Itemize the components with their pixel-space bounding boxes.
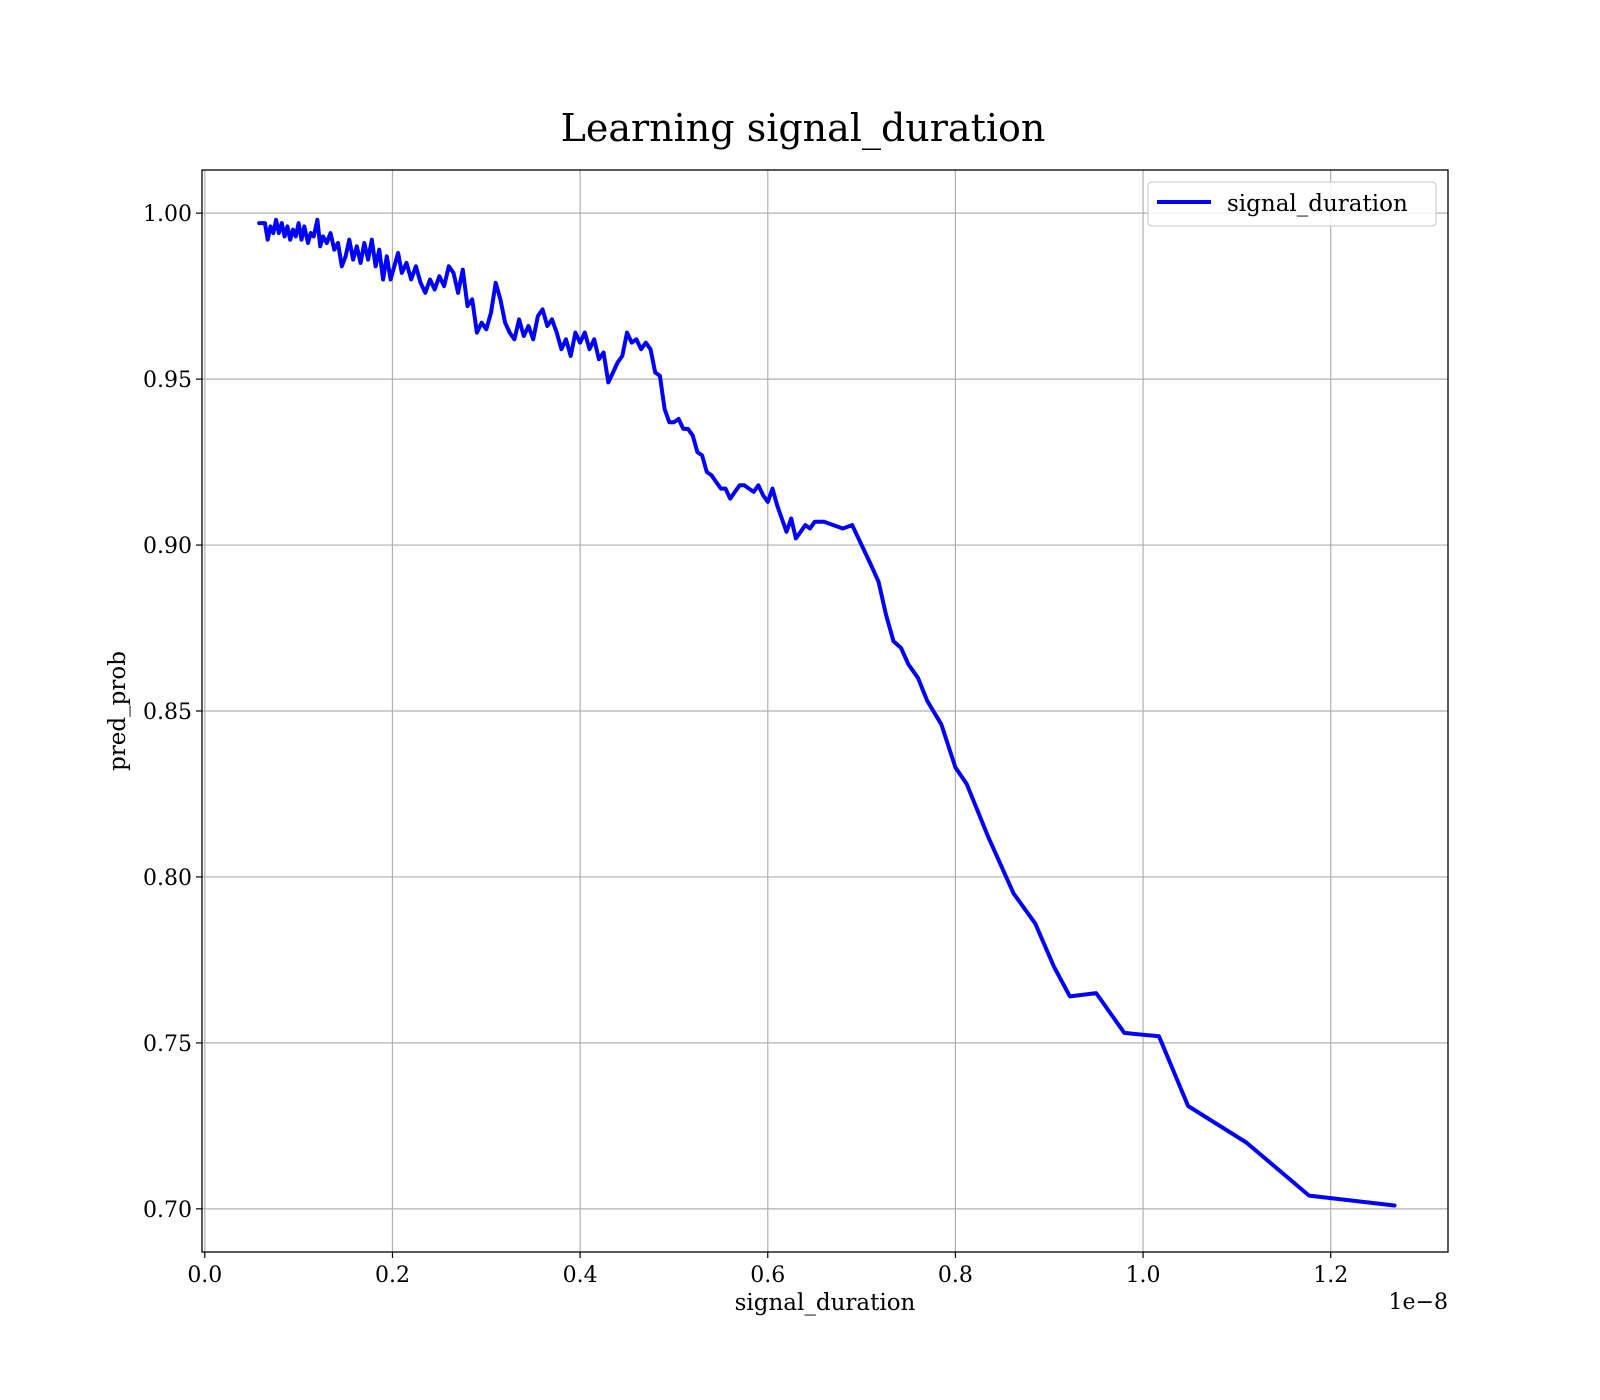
y-tick-label: 1.00 [143, 202, 192, 227]
x-tick-label: 1.0 [1126, 1263, 1161, 1288]
y-tick-label: 0.90 [143, 534, 192, 559]
legend: signal_duration [1147, 181, 1437, 227]
x-tick-label: 0.6 [750, 1263, 785, 1288]
x-tick-label: 0.8 [938, 1263, 973, 1288]
y-tick-label: 0.95 [143, 368, 192, 393]
grid [202, 170, 1448, 1252]
x-tick-label: 1.2 [1313, 1263, 1348, 1288]
chart-title: Learning signal_duration [561, 106, 1046, 151]
legend-label: signal_duration [1227, 191, 1408, 217]
x-tick-label: 0.0 [187, 1263, 222, 1288]
y-tick-label: 0.80 [143, 866, 192, 891]
ticks: 0.0 0.2 0.4 0.6 0.8 1.0 1.2 0.70 0.75 0.80 0.85 0.9… [143, 202, 1348, 1288]
x-axis-label: signal_duration [735, 1290, 916, 1316]
y-tick-label: 0.70 [143, 1198, 192, 1223]
y-tick-label: 0.85 [143, 700, 192, 725]
legend-box [1147, 181, 1437, 227]
series-line [257, 217, 1397, 1208]
x-axis-offset-label: 1e−8 [1389, 1290, 1448, 1315]
x-tick-label: 0.4 [563, 1263, 598, 1288]
y-tick-label: 0.75 [143, 1032, 192, 1057]
y-axis-label: pred_prob [105, 651, 131, 771]
series-layer [257, 217, 1397, 1208]
x-tick-label: 0.2 [375, 1263, 410, 1288]
